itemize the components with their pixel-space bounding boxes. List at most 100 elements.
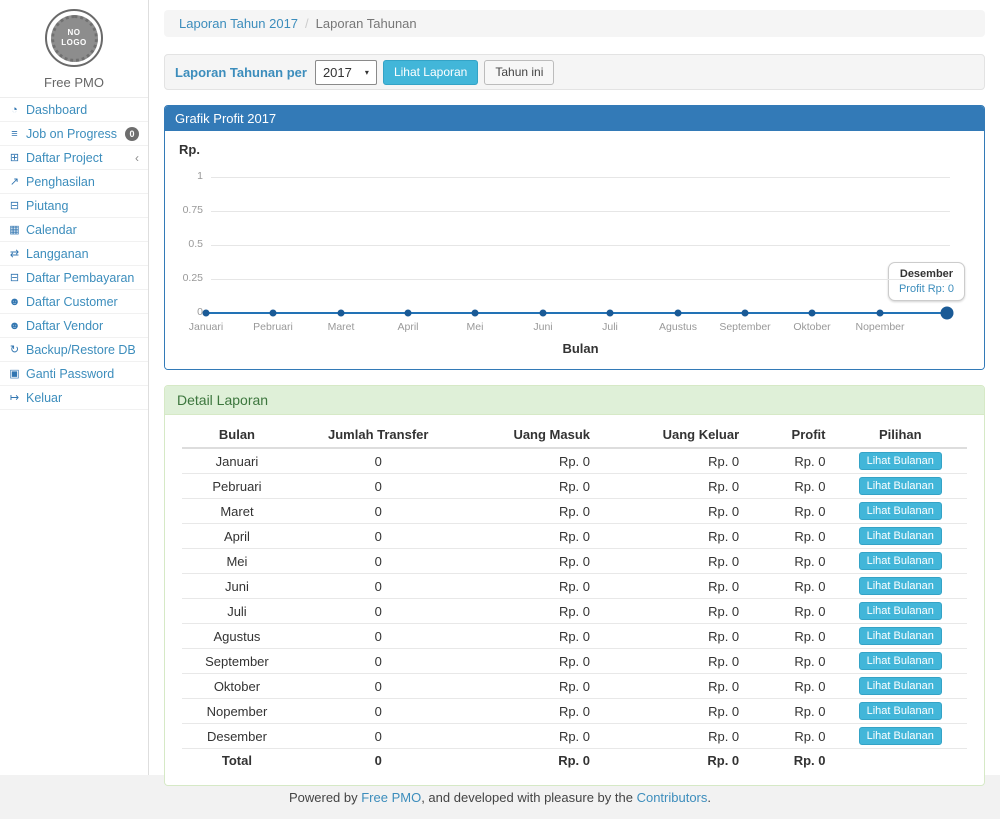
- data-point-maret[interactable]: [338, 310, 345, 317]
- sidebar-item-piutang[interactable]: ⊟ Piutang: [0, 194, 148, 218]
- table-cell: Oktober: [182, 674, 292, 699]
- table-cell: Rp. 0: [598, 599, 747, 624]
- table-cell: Rp. 0: [747, 674, 833, 699]
- lock-icon: ▣: [7, 367, 22, 380]
- view-monthly-button[interactable]: Lihat Bulanan: [859, 652, 942, 670]
- sidebar-item-daftar-vendor[interactable]: ☻Daftar Vendor: [0, 314, 148, 338]
- table-total-row: Total0Rp. 0Rp. 0Rp. 0: [182, 749, 967, 773]
- sidebar-item-ganti-password[interactable]: ▣Ganti Password: [0, 362, 148, 386]
- view-monthly-button[interactable]: Lihat Bulanan: [859, 577, 942, 595]
- sidebar-item-label: Piutang: [26, 199, 68, 213]
- table-cell: 0: [292, 524, 465, 549]
- sidebar-item-label: Penghasilan: [26, 175, 95, 189]
- table-cell: Rp. 0: [598, 448, 747, 474]
- total-cell: [834, 749, 968, 773]
- footer-link-contributors[interactable]: Contributors: [637, 790, 708, 805]
- view-monthly-button[interactable]: Lihat Bulanan: [859, 452, 942, 470]
- sidebar-item-daftar-pembayaran[interactable]: ⊟Daftar Pembayaran: [0, 266, 148, 290]
- sidebar-item-daftar-customer[interactable]: ☻Daftar Customer: [0, 290, 148, 314]
- table-row: April0Rp. 0Rp. 0Rp. 0Lihat Bulanan: [182, 524, 967, 549]
- table-cell-action: Lihat Bulanan: [834, 474, 968, 499]
- table-cell: Rp. 0: [598, 624, 747, 649]
- data-point-agustus[interactable]: [675, 310, 682, 317]
- table-cell: Rp. 0: [465, 699, 598, 724]
- data-point-nopember[interactable]: [877, 310, 884, 317]
- chart-x-tick-label: Juni: [533, 321, 552, 333]
- calendar-icon: ▦: [7, 223, 22, 236]
- table-row: Maret0Rp. 0Rp. 0Rp. 0Lihat Bulanan: [182, 499, 967, 524]
- table-cell-action: Lihat Bulanan: [834, 699, 968, 724]
- data-point-juli[interactable]: [607, 310, 614, 317]
- table-cell: Rp. 0: [465, 724, 598, 749]
- view-monthly-button[interactable]: Lihat Bulanan: [859, 627, 942, 645]
- sidebar-item-daftar-project[interactable]: ⊞Daftar Project‹: [0, 146, 148, 170]
- data-point-oktober[interactable]: [809, 310, 816, 317]
- table-cell: Rp. 0: [465, 524, 598, 549]
- table-row: Pebruari0Rp. 0Rp. 0Rp. 0Lihat Bulanan: [182, 474, 967, 499]
- count-badge: 0: [125, 127, 139, 141]
- sidebar-item-label: Dashboard: [26, 103, 87, 117]
- sidebar-item-backup-restore-db[interactable]: ↻Backup/Restore DB: [0, 338, 148, 362]
- view-monthly-button[interactable]: Lihat Bulanan: [859, 552, 942, 570]
- data-point-pebruari[interactable]: [270, 310, 277, 317]
- table-cell: Rp. 0: [465, 649, 598, 674]
- table-cell: Rp. 0: [598, 649, 747, 674]
- table-cell: Rp. 0: [598, 574, 747, 599]
- sidebar-item-label: Job on Progress: [26, 127, 117, 141]
- data-point-mei[interactable]: [472, 310, 479, 317]
- footer-suffix: .: [707, 790, 711, 805]
- data-point-desember[interactable]: [941, 307, 954, 320]
- table-cell: Juni: [182, 574, 292, 599]
- table-cell: 0: [292, 599, 465, 624]
- chart-y-tick-label: 1: [165, 170, 203, 182]
- sidebar-item-label: Daftar Pembayaran: [26, 271, 134, 285]
- breadcrumb-link-laporan-tahun[interactable]: Laporan Tahun 2017: [179, 16, 298, 31]
- table-cell: Rp. 0: [747, 599, 833, 624]
- chart-tooltip-value: Profit Rp: 0: [899, 283, 954, 295]
- table-cell: Rp. 0: [598, 499, 747, 524]
- table-row: Oktober0Rp. 0Rp. 0Rp. 0Lihat Bulanan: [182, 674, 967, 699]
- logo-line-1: NO: [68, 28, 81, 38]
- sidebar-item-calendar[interactable]: ▦Calendar: [0, 218, 148, 242]
- chart-y-tick-label: 0.25: [165, 272, 203, 284]
- table-cell: Mei: [182, 549, 292, 574]
- sidebar-item-penghasilan[interactable]: ↗Penghasilan: [0, 170, 148, 194]
- sidebar-item-keluar[interactable]: ↦Keluar: [0, 386, 148, 410]
- table-row: September0Rp. 0Rp. 0Rp. 0Lihat Bulanan: [182, 649, 967, 674]
- table-icon: ⊞: [7, 151, 22, 164]
- table-cell: Januari: [182, 448, 292, 474]
- money-icon: ⊟: [7, 199, 22, 212]
- data-point-april[interactable]: [405, 310, 412, 317]
- view-monthly-button[interactable]: Lihat Bulanan: [859, 477, 942, 495]
- view-monthly-button[interactable]: Lihat Bulanan: [859, 702, 942, 720]
- data-point-juni[interactable]: [540, 310, 547, 317]
- view-monthly-button[interactable]: Lihat Bulanan: [859, 502, 942, 520]
- column-header-uang-masuk: Uang Masuk: [465, 422, 598, 448]
- no-logo-badge: NO LOGO: [51, 15, 98, 62]
- table-cell: Rp. 0: [747, 724, 833, 749]
- table-cell: Rp. 0: [598, 474, 747, 499]
- sidebar-item-job-on-progress[interactable]: ≡Job on Progress0: [0, 122, 148, 146]
- report-filter-bar: Laporan Tahunan per 2017 ▾ Lihat Laporan…: [164, 54, 985, 90]
- table-cell: Rp. 0: [598, 524, 747, 549]
- chart-gridline: [211, 177, 950, 178]
- data-point-september[interactable]: [742, 310, 749, 317]
- table-cell-action: Lihat Bulanan: [834, 549, 968, 574]
- year-select[interactable]: 2017 ▾: [315, 60, 377, 85]
- table-cell: Rp. 0: [465, 599, 598, 624]
- sidebar-item-dashboard[interactable]: ◔Dashboard: [0, 98, 148, 122]
- view-monthly-button[interactable]: Lihat Bulanan: [859, 602, 942, 620]
- table-cell: Rp. 0: [747, 499, 833, 524]
- view-report-button[interactable]: Lihat Laporan: [383, 60, 478, 85]
- table-cell: 0: [292, 499, 465, 524]
- column-header-jumlah-transfer: Jumlah Transfer: [292, 422, 465, 448]
- this-year-button[interactable]: Tahun ini: [484, 60, 554, 85]
- view-monthly-button[interactable]: Lihat Bulanan: [859, 527, 942, 545]
- chart-x-tick-label: Januari: [189, 321, 223, 333]
- data-point-januari[interactable]: [203, 310, 210, 317]
- footer-link-free-pmo[interactable]: Free PMO: [361, 790, 421, 805]
- view-monthly-button[interactable]: Lihat Bulanan: [859, 727, 942, 745]
- column-header-pilihan: Pilihan: [834, 422, 968, 448]
- view-monthly-button[interactable]: Lihat Bulanan: [859, 677, 942, 695]
- sidebar-item-langganan[interactable]: ⇄Langganan: [0, 242, 148, 266]
